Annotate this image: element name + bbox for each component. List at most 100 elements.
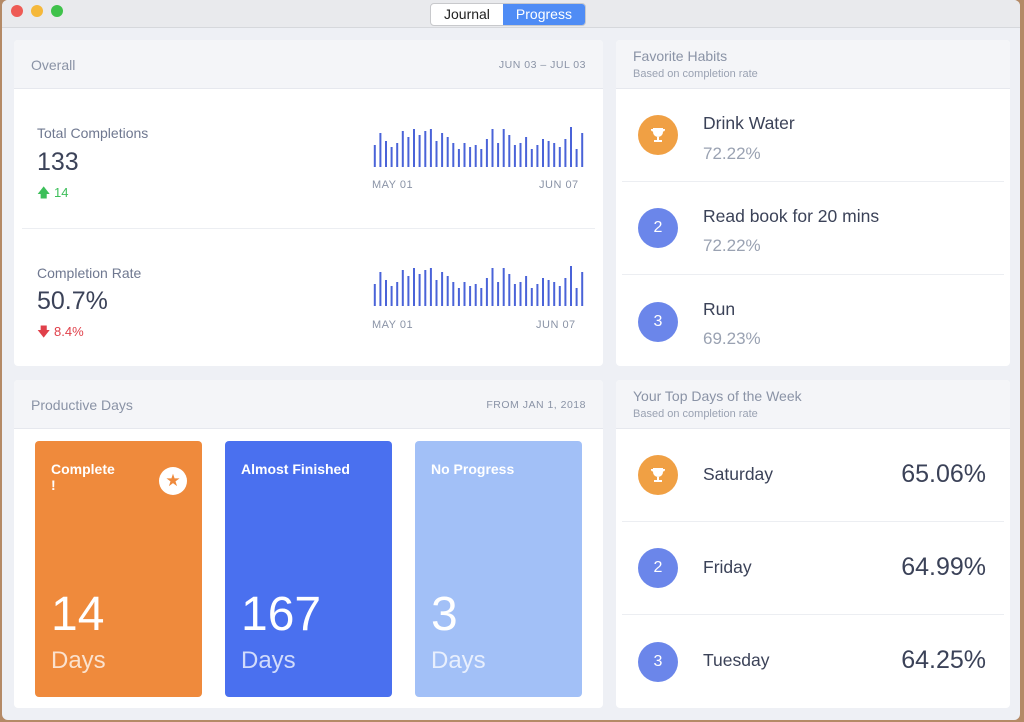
zoom-window-button[interactable]	[51, 5, 63, 17]
card-unit: Days	[431, 647, 486, 674]
total-completions-label: Total Completions	[37, 125, 149, 141]
close-window-button[interactable]	[11, 5, 23, 17]
habit-name: Run	[703, 299, 736, 319]
sparkline-bar	[469, 147, 472, 167]
sparkline-bar	[413, 268, 415, 306]
overall-header: Overall JUN 03 – JUL 03	[14, 40, 603, 89]
overall-date-range: JUN 03 – JUL 03	[498, 59, 586, 71]
sparkline-bar	[525, 276, 528, 306]
favorite-habits-panel: Favorite Habits Based on completion rate…	[616, 40, 1010, 366]
top-days-title: Your Top Days of the Week	[633, 388, 802, 404]
no-progress-days-card[interactable]: No Progress 3 Days	[415, 441, 582, 697]
productive-days-header: Productive Days FROM JAN 1, 2018	[14, 380, 603, 429]
day-rate: 64.99%	[901, 553, 986, 581]
sparkline-bar	[435, 280, 438, 306]
sparkline-bar	[480, 288, 483, 306]
sparkline-bar	[429, 129, 432, 167]
sparkline-bar	[435, 141, 438, 167]
sparkline-bar	[457, 288, 460, 306]
divider	[622, 521, 1004, 522]
tab-journal[interactable]: Journal	[444, 6, 490, 22]
completion-rate-change: 🡇 8.4%	[37, 323, 84, 345]
habit-name: Read book for 20 mins	[703, 206, 880, 226]
complete-days-card[interactable]: Complete! ★ 14 Days	[35, 441, 202, 697]
day-name: Friday	[703, 557, 752, 577]
divider	[622, 181, 1004, 182]
sparkline-bar	[390, 286, 393, 306]
tab-progress[interactable]: Progress	[502, 4, 585, 25]
sparkline-bar	[452, 282, 455, 306]
sparkline-bar	[446, 276, 449, 306]
sparkline-bar	[508, 274, 511, 306]
sparkline-bar	[396, 143, 399, 167]
sparkline-bar	[497, 282, 500, 306]
day-rate: 64.25%	[901, 646, 986, 674]
sparkline-bar	[418, 274, 421, 306]
arrow-up-icon: 🡅	[37, 185, 51, 200]
sparkline-bar	[558, 286, 561, 306]
sparkline-bar	[385, 280, 387, 306]
card-label: No Progress	[431, 461, 515, 477]
sparkline-bar	[536, 284, 539, 306]
sparkline-bar	[542, 139, 544, 167]
sparkline-bar	[469, 286, 472, 306]
sparkline-bar	[474, 145, 477, 167]
habit-rate: 69.23%	[703, 329, 761, 348]
sparkline-bar	[480, 149, 483, 167]
sparkline-bar	[497, 143, 500, 167]
sparkline-bar	[485, 278, 488, 306]
sparkline-bar	[530, 288, 533, 306]
arrow-down-icon: 🡇	[37, 324, 51, 339]
habit-rate: 72.22%	[703, 236, 761, 255]
sparkline-bar	[452, 143, 455, 167]
rank-badge: 3	[638, 642, 678, 682]
top-days-header: Your Top Days of the Week Based on compl…	[616, 380, 1010, 429]
favorite-habits-header: Favorite Habits Based on completion rate	[616, 40, 1010, 89]
top-days-subtitle: Based on completion rate	[633, 408, 758, 420]
sparkline-bar	[570, 127, 572, 167]
sparkline-bar	[446, 137, 449, 167]
sparkline-bar	[536, 145, 539, 167]
total-completions-change-value: 14	[54, 185, 69, 200]
sparkline-bar	[463, 143, 466, 167]
productive-days-title: Productive Days	[31, 397, 133, 413]
sparkline-bar	[575, 288, 578, 306]
habit-name: Drink Water	[703, 113, 795, 133]
divider	[22, 228, 595, 229]
sparkline-bar	[373, 284, 376, 306]
sparkline-bar	[401, 270, 404, 306]
sparkline-bar	[457, 149, 460, 167]
sparkline-bar	[553, 143, 556, 167]
card-label: Complete!	[51, 461, 115, 493]
sparkline-bar	[502, 129, 505, 167]
sparkline-bar	[396, 282, 399, 306]
sparkline-bar	[530, 149, 533, 167]
total-completions-change: 🡅 14	[37, 184, 68, 206]
sparkline-bar	[407, 137, 410, 167]
sparkline-bar	[575, 149, 578, 167]
sparkline-bar	[553, 282, 556, 306]
sparkline-bar	[441, 133, 444, 167]
day-name: Saturday	[703, 464, 774, 484]
sparkline-end-label: JUN 07	[536, 319, 576, 331]
sparkline-bar	[564, 278, 567, 306]
sparkline-start-label: MAY 01	[372, 179, 414, 191]
sparkline-bar	[513, 284, 516, 306]
completion-rate-change-value: 8.4%	[54, 324, 84, 339]
minimize-window-button[interactable]	[31, 5, 43, 17]
total-completions-value: 133	[37, 148, 79, 176]
sparkline-bar	[547, 141, 550, 167]
sparkline-bar	[502, 268, 505, 306]
trophy-icon	[638, 455, 678, 495]
sparkline-bar	[547, 280, 550, 306]
sparkline-bar	[491, 268, 494, 306]
almost-finished-days-card[interactable]: Almost Finished 167 Days	[225, 441, 392, 697]
sparkline-bar	[429, 268, 432, 306]
habit-rate: 72.22%	[703, 144, 761, 163]
trophy-icon	[638, 115, 678, 155]
sparkline-bar	[508, 135, 511, 167]
sparkline-bar	[379, 272, 382, 306]
card-value: 3	[431, 588, 458, 641]
sparkline-bar	[542, 278, 544, 306]
sparkline-bar	[558, 147, 561, 167]
